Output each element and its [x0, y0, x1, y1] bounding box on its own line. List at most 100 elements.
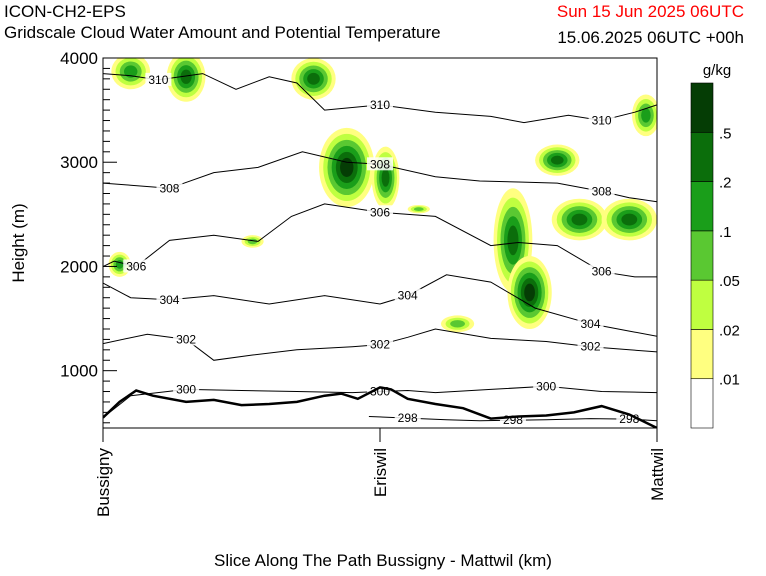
- colorbar-level-label: .02: [719, 322, 740, 339]
- colorbar-swatch: [690, 378, 714, 429]
- cloud-cell: [319, 127, 375, 208]
- colorbar-swatch: [690, 131, 714, 182]
- valid-time: Sun 15 Jun 2025 06UTC: [556, 2, 744, 21]
- contour-label-bg: [616, 412, 643, 426]
- contour-label-bg: [588, 113, 615, 127]
- colorbar-swatch: [690, 279, 714, 330]
- y-tick-label: 4000: [60, 49, 98, 68]
- cloud-band-3: [413, 207, 424, 211]
- terrain-line: [103, 386, 657, 428]
- x-tick-label: Bussigny: [94, 448, 113, 517]
- cloud-cell: [535, 144, 580, 176]
- contour-label-bg: [156, 292, 183, 306]
- colorbar: .01 .02 .05 .1 .2 .5: [690, 82, 740, 429]
- contour-label-bg: [394, 411, 421, 425]
- theta-contour: [103, 73, 657, 124]
- contour-label-bg: [123, 259, 150, 273]
- cloud-band-5: [307, 72, 320, 85]
- cloud-cell: [407, 204, 430, 214]
- colorbar-swatch: [690, 82, 714, 133]
- contour-label-bg: [367, 337, 393, 351]
- cloud-cell: [507, 256, 552, 329]
- cloud-band-6: [524, 283, 535, 302]
- cloud-band-5: [571, 213, 588, 226]
- cloud-band-4: [641, 108, 651, 123]
- contour-label-bg: [394, 288, 421, 302]
- plot-frame: [102, 57, 658, 429]
- terrain-layer: [103, 386, 657, 428]
- cloud-band-5: [507, 225, 519, 256]
- theta-contour-layer: [103, 73, 657, 422]
- model-title: ICON-CH2-EPS: [4, 2, 126, 21]
- cloud-cell: [241, 235, 264, 248]
- cloud-band-3: [450, 320, 465, 328]
- contour-label: 304: [398, 289, 418, 303]
- theta-contour: [103, 274, 657, 337]
- cloud-cell: [601, 198, 657, 241]
- contour-label-bg: [367, 205, 393, 219]
- cloud-cell: [111, 58, 151, 90]
- contour-label: 308: [592, 184, 612, 198]
- cloud-band-5: [381, 168, 390, 187]
- contour-label: 300: [536, 379, 556, 393]
- cloud-cell: [440, 315, 475, 333]
- contour-label: 306: [126, 259, 146, 273]
- contour-label-bg: [367, 97, 393, 111]
- contour-label-bg: [577, 316, 604, 330]
- contour-label-bg: [145, 72, 172, 86]
- contour-label: 310: [370, 98, 390, 112]
- y-tick-label: 3000: [60, 153, 98, 172]
- cloud-water-layer: [108, 58, 657, 333]
- contour-label-bg: [577, 339, 604, 353]
- colorbar-level-label: .05: [719, 273, 740, 290]
- contour-label: 304: [581, 317, 601, 331]
- colorbar-level-label: .5: [719, 125, 732, 142]
- contour-label: 302: [370, 338, 390, 352]
- contour-label: 310: [592, 114, 612, 128]
- y-axis: 1000 2000 3000 4000: [60, 49, 117, 424]
- contour-label: 310: [148, 73, 168, 87]
- x-axis: Bussigny Eriswil Mattwil: [94, 428, 667, 517]
- field-title: Gridscale Cloud Water Amount and Potenti…: [4, 23, 441, 42]
- contour-label-bg: [173, 382, 200, 396]
- contour-label-bg: [588, 264, 615, 278]
- contour-label-bg: [533, 379, 560, 393]
- contour-label-bg: [156, 181, 183, 195]
- cloud-band-5: [550, 155, 564, 165]
- contour-label: 308: [370, 157, 390, 171]
- contour-label: 298: [398, 411, 418, 425]
- init-time: 15.06.2025 06UTC +00h: [557, 28, 744, 47]
- colorbar-level-label: .1: [719, 224, 732, 241]
- colorbar-swatch: [690, 230, 714, 281]
- contour-label: 302: [176, 332, 196, 346]
- colorbar-level-label: .01: [719, 372, 740, 389]
- cloud-cell: [291, 58, 336, 100]
- x-axis-label: Slice Along The Path Bussigny - Mattwil …: [214, 551, 552, 570]
- x-tick-label: Mattwil: [648, 448, 667, 501]
- colorbar-level-label: .2: [719, 175, 732, 192]
- colorbar-swatch: [690, 181, 714, 232]
- cloud-band-4: [123, 65, 138, 78]
- colorbar-unit: g/kg: [703, 62, 731, 79]
- contour-label: 308: [159, 181, 179, 195]
- contour-label: 300: [176, 382, 196, 396]
- contour-label: 306: [370, 205, 390, 219]
- cloud-cell: [371, 146, 400, 210]
- x-tick-label: Eriswil: [371, 448, 390, 497]
- theta-contour: [103, 203, 657, 278]
- contour-label: 304: [159, 293, 179, 307]
- y-tick-label: 2000: [60, 257, 98, 276]
- contour-label-bg: [588, 184, 615, 198]
- cloud-band-4: [115, 260, 124, 269]
- colorbar-swatch: [690, 329, 714, 380]
- cloud-cell: [632, 94, 657, 137]
- contour-label: 298: [619, 412, 639, 426]
- y-tick-label: 1000: [60, 362, 98, 381]
- cloud-cell: [551, 198, 608, 241]
- cloud-band-5: [621, 213, 638, 226]
- cloud-cell: [166, 58, 206, 102]
- contour-label-bg: [173, 332, 200, 346]
- contour-label: 306: [592, 265, 612, 279]
